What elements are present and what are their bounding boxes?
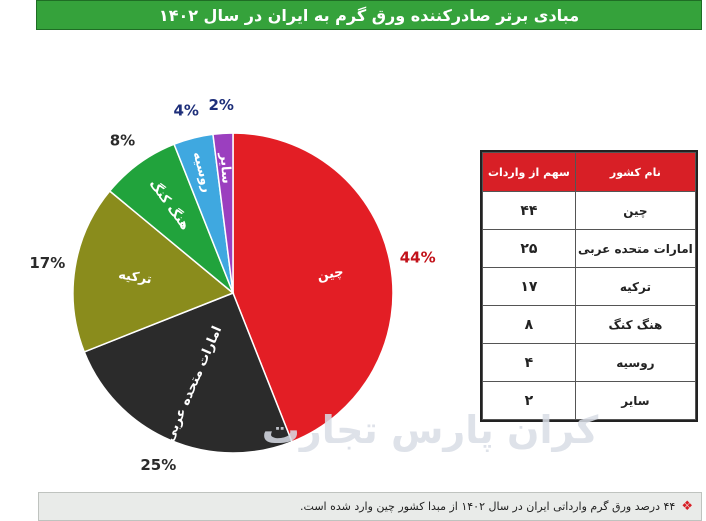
chart-title: مبادی برتر صادرکننده ورق گرم به ایران در… <box>158 5 580 25</box>
row-country: روسیه <box>574 343 697 382</box>
table-row: روسیه ۴ <box>482 343 697 382</box>
table-row: ترکیه ۱۷ <box>482 267 697 306</box>
row-country: ترکیه <box>574 267 697 306</box>
header-country: نام کشور <box>574 152 697 192</box>
table-header-row: نام کشور سهم از واردات <box>482 152 697 192</box>
table-row: هنگ کنگ ۸ <box>482 305 697 344</box>
slice-label: سایر <box>217 152 234 185</box>
table-row: سایر ۲ <box>482 381 697 420</box>
watermark-logo-text: کران پارس تجارت <box>261 408 599 452</box>
table-row: امارات متحده عربی ۲۵ <box>482 229 697 268</box>
percent-label: 2% <box>208 96 233 114</box>
table-row: چین ۴۴ <box>482 191 697 230</box>
row-share: ۴۴ <box>482 191 576 230</box>
row-share: ۲ <box>482 381 576 420</box>
data-table: نام کشور سهم از واردات چین ۴۴ امارات متح… <box>482 152 697 420</box>
footer-note: ۴۴ درصد ورق گرم وارداتی ایران در سال ۱۴۰… <box>300 500 676 513</box>
import-share-table: نام کشور سهم از واردات چین ۴۴ امارات متح… <box>480 150 698 422</box>
pie-slice <box>83 292 293 454</box>
percent-label: 17% <box>29 254 65 272</box>
row-country: هنگ کنگ <box>574 305 697 344</box>
percent-label: 8% <box>110 131 135 149</box>
row-country: سایر <box>574 381 697 420</box>
row-share: ۲۵ <box>482 229 576 268</box>
row-country: چین <box>574 191 697 230</box>
chart-title-bar: مبادی برتر صادرکننده ورق گرم به ایران در… <box>36 0 702 30</box>
pie-slice <box>212 132 234 294</box>
slice-label: ترکیه <box>117 267 153 287</box>
row-share: ۴ <box>482 343 576 382</box>
diamond-bullet-icon: ❖ <box>681 499 693 514</box>
percent-label: 4% <box>174 101 199 119</box>
pie-slice <box>72 189 235 353</box>
slice-label: چین <box>316 265 345 285</box>
percent-label: 25% <box>140 456 176 474</box>
header-share: سهم از واردات <box>482 152 576 192</box>
row-country: امارات متحده عربی <box>574 229 697 268</box>
footer-note-box: ❖ ۴۴ درصد ورق گرم وارداتی ایران در سال ۱… <box>38 492 702 521</box>
row-share: ۱۷ <box>482 267 576 306</box>
percent-label: 44% <box>400 248 436 266</box>
pie-slice <box>232 132 394 443</box>
row-share: ۸ <box>482 305 576 344</box>
